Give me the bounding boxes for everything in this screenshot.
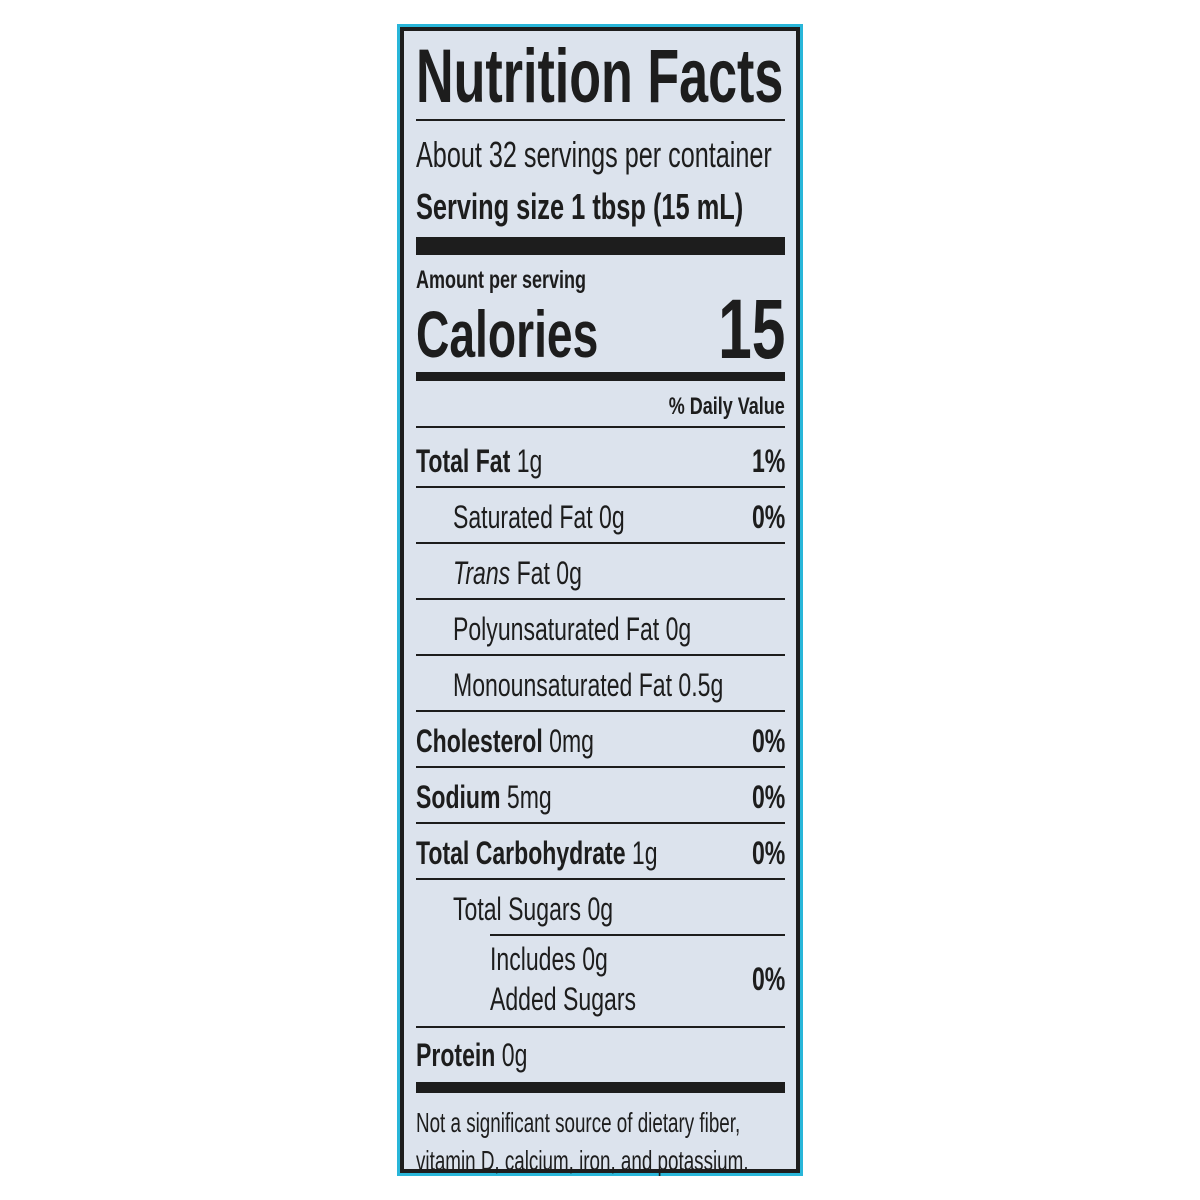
divider [416, 426, 785, 428]
nutrient-label: Trans Fat 0g [453, 555, 582, 592]
daily-value-header: % Daily Value [668, 393, 785, 420]
added-sugars-line1: Includes 0g [490, 941, 608, 977]
nutrient-label: Sodium 5mg [416, 779, 552, 816]
nutrient-label: Saturated Fat 0g [453, 499, 625, 536]
nutrient-amount: 0g [665, 611, 692, 647]
nutrient-daily-value: 1% [751, 443, 785, 479]
nutrient-amount: 0g [599, 499, 625, 535]
nutrient-name: Total Fat [416, 443, 511, 479]
divider [416, 542, 785, 544]
nutrient-amount: 1g [516, 443, 543, 479]
thick-divider [416, 1082, 785, 1093]
nutrient-amount: 5mg [506, 779, 552, 815]
nutrient-amount: 0g [556, 555, 582, 591]
nutrient-amount: 1g [631, 835, 658, 871]
added-sugars-dv: 0% [751, 961, 785, 997]
medium-divider [416, 372, 785, 381]
serving-size: Serving size 1 tbsp (15 mL) [416, 186, 744, 227]
nutrient-label: Monounsaturated Fat 0.5g [453, 667, 723, 704]
footnote-line2: vitamin D, calcium, iron, and potassium. [416, 1145, 749, 1176]
nutrient-row: Cholesterol 0mg 0% [416, 719, 785, 759]
protein-row: Protein 0g [416, 1039, 527, 1071]
calories-value: 15 [717, 282, 785, 376]
nutrient-label: Total Carbohydrate 1g [416, 835, 658, 872]
title: Nutrition Facts [416, 34, 784, 119]
nutrient-name: Saturated Fat [453, 499, 593, 535]
nutrient-name: Total Sugars [453, 891, 582, 927]
nutrient-label: Cholesterol 0mg [416, 723, 594, 760]
nutrient-row: Saturated Fat 0g 0% [416, 495, 785, 535]
nutrient-row: Monounsaturated Fat 0.5g [416, 663, 785, 703]
divider [490, 934, 785, 936]
footnote-line1: Not a significant source of dietary fibe… [416, 1107, 741, 1138]
divider [416, 878, 785, 880]
thick-divider [416, 237, 785, 255]
nutrient-row: Total Sugars 0g [416, 887, 785, 927]
nutrient-daily-value: 0% [751, 723, 785, 759]
nutrient-name: Cholesterol [416, 723, 543, 759]
divider [416, 1026, 785, 1028]
nutrient-row: Sodium 5mg 0% [416, 775, 785, 815]
nutrient-daily-value: 0% [751, 779, 785, 815]
divider [416, 710, 785, 712]
divider [416, 822, 785, 824]
nutrient-row: Total Fat 1g 1% [416, 439, 785, 479]
protein-amount: 0g [501, 1037, 528, 1073]
nutrient-name: Sodium [416, 779, 501, 815]
divider [416, 486, 785, 488]
nutrient-label: Total Sugars 0g [453, 891, 613, 928]
divider [416, 766, 785, 768]
divider [416, 598, 785, 600]
nutrient-label: Polyunsaturated Fat 0g [453, 611, 691, 648]
protein-label: Protein [416, 1037, 496, 1073]
divider [416, 654, 785, 656]
nutrient-label: Total Fat 1g [416, 443, 542, 480]
divider [416, 119, 785, 121]
nutrient-daily-value: 0% [751, 835, 785, 871]
nutrition-label: Nutrition Facts About 32 servings per co… [397, 24, 803, 1176]
nutrient-name: Trans [453, 555, 511, 591]
nutrient-amount: 0.5g [678, 667, 724, 703]
nutrient-amount: 0g [587, 891, 614, 927]
nutrient-name-suffix: Fat [516, 555, 550, 591]
nutrient-row: Trans Fat 0g [416, 551, 785, 591]
nutrient-row: Total Carbohydrate 1g 0% [416, 831, 785, 871]
nutrient-name: Monounsaturated Fat [453, 667, 673, 703]
nutrient-name: Polyunsaturated Fat [453, 611, 660, 647]
added-sugars-line2: Added Sugars [490, 981, 637, 1017]
calories-label: Calories [416, 297, 599, 371]
nutrient-name: Total Carbohydrate [416, 835, 626, 871]
amount-per-serving: Amount per serving [416, 266, 587, 294]
nutrient-daily-value: 0% [751, 499, 785, 535]
nutrient-row: Polyunsaturated Fat 0g [416, 607, 785, 647]
nutrition-panel: Nutrition Facts About 32 servings per co… [404, 31, 796, 1175]
servings-per-container: About 32 servings per container [416, 134, 772, 175]
nutrient-amount: 0mg [549, 723, 594, 759]
